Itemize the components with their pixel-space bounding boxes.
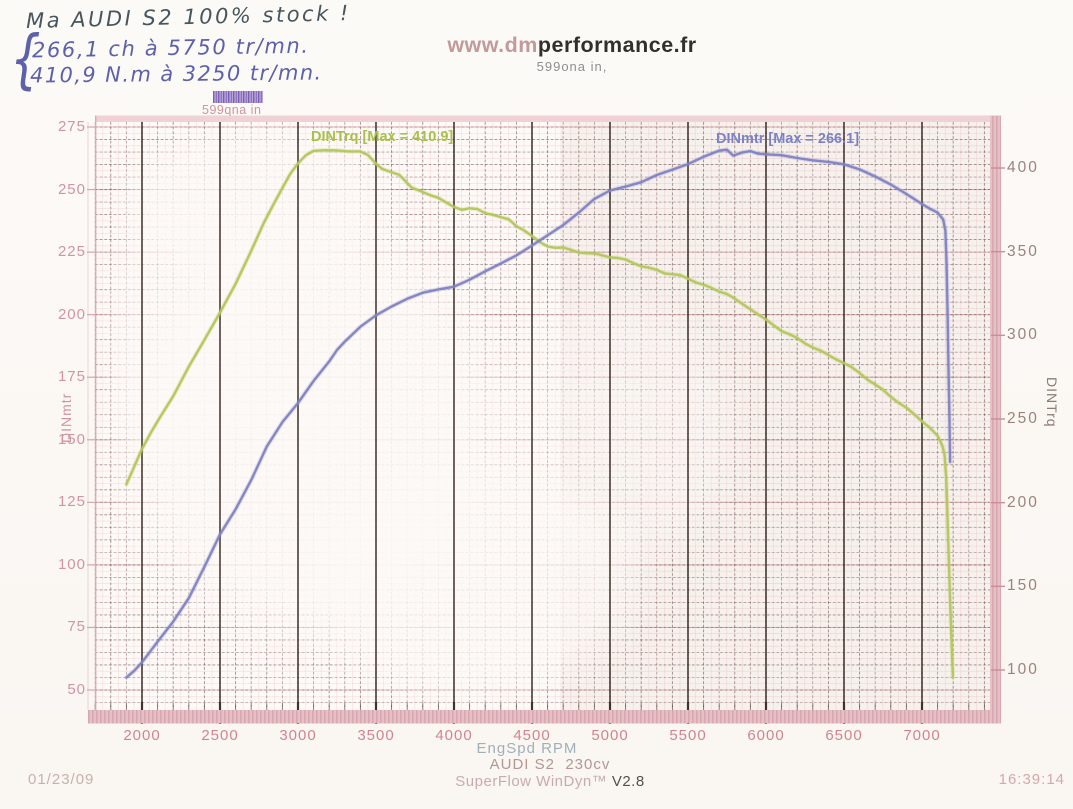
site-title-domain: performance.fr	[537, 33, 697, 57]
y-left-axis-title: DINmtr	[58, 392, 74, 443]
y-left-tick-label: 200	[57, 305, 86, 323]
footer-software: SuperFlow WinDyn™ V2.8	[400, 773, 700, 790]
y-left-tick-label: 125	[57, 493, 86, 511]
handwritten-brace: {	[10, 23, 41, 97]
x-tick-label: 2500	[201, 727, 239, 744]
y-right-tick-label: 400	[1007, 159, 1039, 176]
y-right-tick-label: 200	[1007, 493, 1039, 511]
y-left-tick-label: 75	[67, 618, 86, 636]
x-tick-label: 5500	[669, 727, 707, 744]
x-tick-label: 4000	[435, 727, 473, 744]
barcode-label: 599qna in	[202, 103, 262, 117]
y-left-tick-label: 275	[57, 118, 86, 135]
footer-software-name: SuperFlow WinDyn™	[455, 773, 608, 790]
x-tick-label: 2000	[123, 727, 161, 744]
footer-vehicle: AUDI S2 230cv	[489, 756, 611, 773]
y-left-tick-label: 150	[57, 430, 86, 448]
site-subtitle: 599ona in,	[536, 59, 608, 74]
barcode	[213, 91, 263, 103]
y-left-tick-label: 225	[57, 243, 86, 261]
y-left-tick-label: 250	[57, 180, 86, 198]
x-axis-title: EngSpd RPM	[476, 740, 578, 757]
y-right-tick-label: 100	[1007, 661, 1039, 678]
legend-torque: DINTrq [Max = 410.9]	[311, 129, 454, 145]
site-title: www.dmperformance.fr	[414, 33, 730, 58]
x-tick-label: 4500	[513, 727, 551, 744]
footer-date: 01/23/09	[28, 771, 95, 788]
y-right-tick-label: 150	[1007, 577, 1039, 595]
footer-time: 16:39:14	[998, 771, 1065, 788]
x-tick-label: 7000	[903, 727, 941, 744]
y-right-axis-title: DINTrq	[1044, 377, 1060, 428]
x-tick-label: 6500	[825, 727, 863, 744]
y-left-tick-label: 175	[57, 368, 86, 386]
x-tick-label: 3500	[357, 727, 395, 744]
site-title-prefix: www.dm	[447, 33, 538, 57]
y-left-tick-label: 100	[57, 555, 86, 573]
x-tick-label: 6000	[747, 727, 785, 744]
legend-power: DINmtr [Max = 266.1]	[716, 131, 860, 147]
x-tick-label: 5000	[591, 727, 629, 744]
y-right-tick-label: 350	[1007, 242, 1039, 260]
x-tick-label: 3000	[279, 727, 317, 744]
y-right-tick-label: 300	[1007, 326, 1039, 344]
y-right-tick-label: 250	[1007, 410, 1039, 427]
footer-software-version: V2.8	[607, 773, 645, 790]
y-left-tick-label: 50	[67, 681, 86, 698]
